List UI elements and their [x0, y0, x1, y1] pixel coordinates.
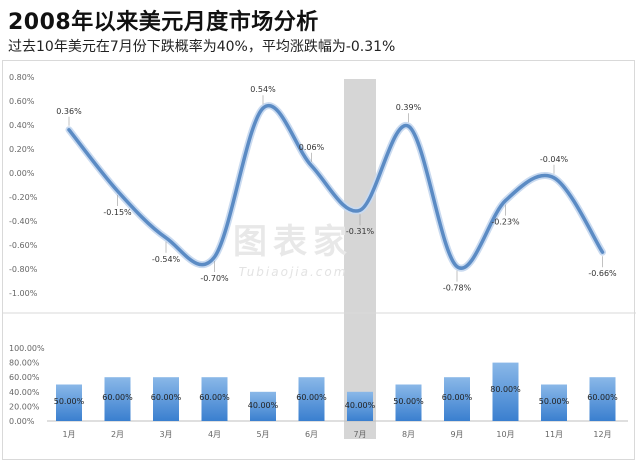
- line-y-tick-label: -0.60%: [9, 241, 38, 250]
- series-line: [67, 103, 605, 270]
- bar-value-label: 50.00%: [393, 397, 424, 406]
- x-tick-label: 8月: [402, 430, 415, 439]
- page-subtitle: 过去10年美元在7月份下跌概率为40%，平均涨跌幅为-0.31%: [8, 39, 396, 55]
- bar-y-tick-label: 40.00%: [9, 388, 40, 397]
- line-point-label: 0.39%: [396, 103, 422, 112]
- line-point-label: -0.70%: [200, 274, 229, 283]
- x-tick-label: 7月: [353, 430, 366, 439]
- bar-value-label: 60.00%: [151, 393, 182, 402]
- bar-value-label: 60.00%: [199, 393, 230, 402]
- bar: [250, 391, 276, 421]
- bar-value-label: 60.00%: [296, 393, 327, 402]
- bar-value-label: 50.00%: [539, 397, 570, 406]
- chart-svg: 图表家 Tubiaojia.com 0.80% 0.60% 0.40% 0.20% 0.…: [3, 73, 636, 439]
- x-tick-label: 12月: [593, 430, 611, 439]
- bar-y-tick-label: 80.00%: [9, 359, 40, 368]
- line-point-label: -0.54%: [152, 255, 181, 264]
- line-y-tick-label: 0.00%: [9, 169, 35, 178]
- line-y-tick-label: -1.00%: [9, 289, 38, 298]
- bar: [56, 384, 82, 421]
- bar-y-tick-label: 100.00%: [9, 344, 45, 353]
- x-tick-label: 4月: [208, 430, 221, 439]
- line-y-tick-label: 0.80%: [9, 73, 35, 82]
- bar: [395, 384, 422, 421]
- line-point-label: 0.06%: [299, 143, 325, 152]
- bar-y-tick-label: 20.00%: [9, 402, 40, 411]
- line-point-label: 0.36%: [56, 107, 82, 116]
- x-tick-label: 5月: [256, 430, 269, 439]
- bar-value-label: 50.00%: [54, 397, 85, 406]
- watermark: 图表家 Tubiaojia.com: [233, 222, 353, 279]
- line-y-tick-label: 0.60%: [9, 97, 35, 106]
- line-y-tick-label: -0.80%: [9, 265, 38, 274]
- bar-value-label: 60.00%: [587, 393, 618, 402]
- x-tick-label: 9月: [450, 430, 463, 439]
- line-point-label: 0.54%: [250, 85, 276, 94]
- page-title: 2008年以来美元月度市场分析: [8, 10, 319, 35]
- bar-y-tick-label: 0.00%: [9, 417, 35, 426]
- x-tick-label: 3月: [159, 430, 172, 439]
- line-point-label: -0.78%: [443, 284, 472, 293]
- bar-value-label: 60.00%: [442, 393, 473, 402]
- bar: [492, 362, 519, 421]
- bar: [201, 377, 228, 421]
- line-y-tick-label: 0.20%: [9, 145, 35, 154]
- bar: [589, 377, 616, 421]
- line-point-label: -0.04%: [540, 155, 569, 164]
- watermark-sub: Tubiaojia.com: [239, 265, 348, 279]
- highlight-column: [344, 79, 376, 439]
- bar-value-label: 60.00%: [102, 393, 133, 402]
- x-tick-label: 10月: [496, 430, 514, 439]
- x-tick-label: 1月: [62, 430, 75, 439]
- bar-y-tick-label: 60.00%: [9, 373, 40, 382]
- line-point-label: -0.15%: [103, 208, 132, 217]
- bar: [298, 377, 325, 421]
- line-point-label: -0.23%: [491, 218, 520, 227]
- bar: [153, 377, 179, 421]
- x-tick-label: 6月: [305, 430, 318, 439]
- bar: [444, 377, 470, 421]
- line-y-tick-label: 0.40%: [9, 121, 35, 130]
- line-point-label: -0.31%: [346, 227, 375, 236]
- line-y-tick-label: -0.20%: [9, 193, 38, 202]
- watermark-main: 图表家: [233, 222, 353, 262]
- x-tick-label: 2月: [111, 430, 124, 439]
- bar-value-label: 40.00%: [345, 401, 376, 410]
- bar-value-label: 80.00%: [490, 385, 521, 394]
- line-y-tick-label: -0.40%: [9, 217, 38, 226]
- bar: [541, 384, 567, 421]
- bar: [347, 391, 373, 421]
- bar-value-label: 40.00%: [248, 401, 279, 410]
- chart-panel: 图表家 Tubiaojia.com 0.80% 0.60% 0.40% 0.20% 0.…: [2, 60, 636, 460]
- line-point-label: -0.66%: [588, 269, 617, 278]
- x-tick-label: 11月: [545, 430, 563, 439]
- bar: [104, 377, 131, 421]
